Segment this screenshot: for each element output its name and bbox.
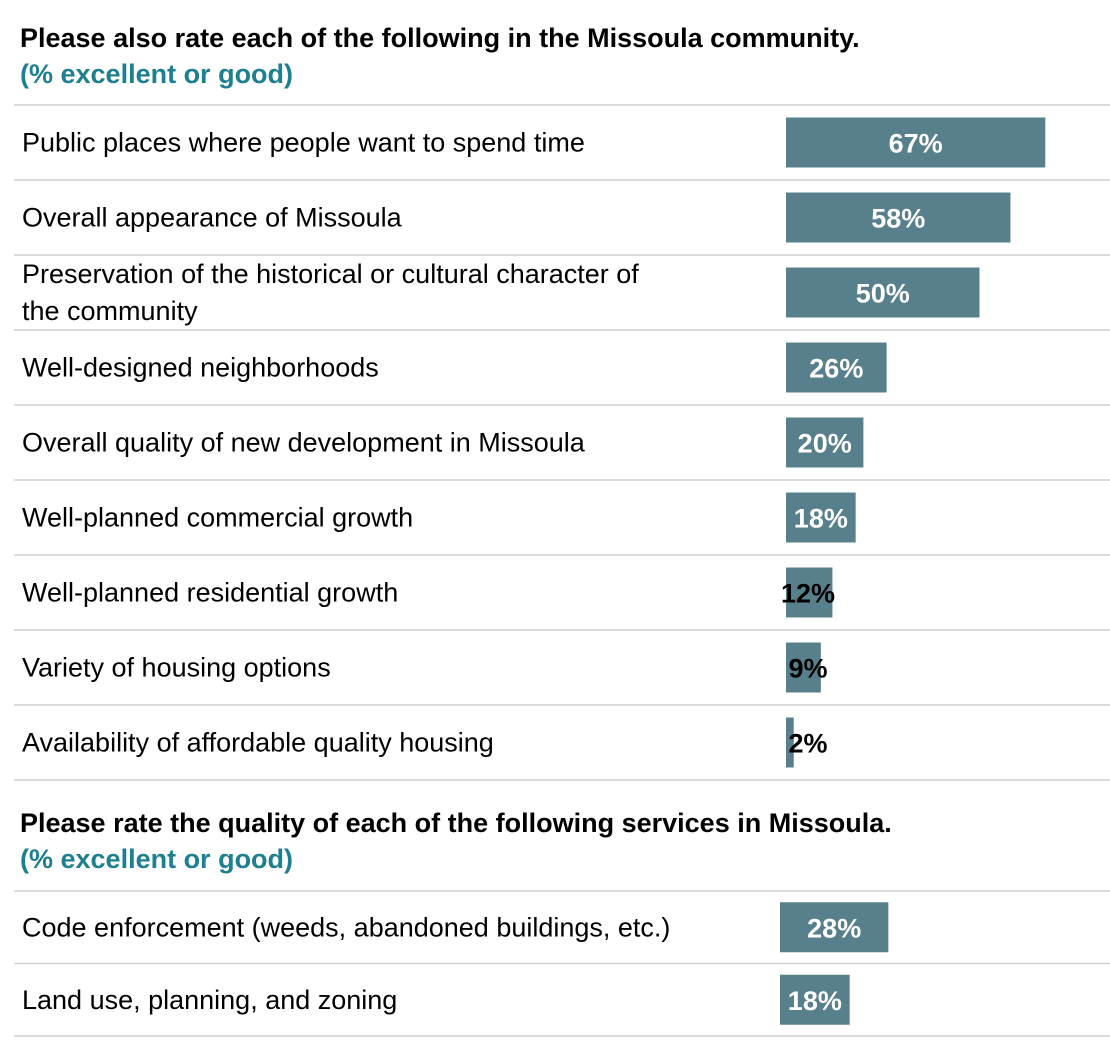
category-label: Public places where people want to spend… <box>22 128 585 158</box>
category-label: Land use, planning, and zoning <box>22 985 397 1015</box>
chart2-title: Please rate the quality of each of the f… <box>20 808 892 838</box>
category-label: Variety of housing options <box>22 653 331 683</box>
bar <box>786 567 833 618</box>
bar <box>786 192 1011 243</box>
bar <box>786 342 887 393</box>
bar-value-label: 58% <box>871 204 925 234</box>
bar <box>786 717 794 768</box>
category-label: Code enforcement (weeds, abandoned build… <box>22 912 670 942</box>
bar <box>786 642 821 693</box>
category-label: Overall quality of new development in Mi… <box>22 428 586 458</box>
category-label: Overall appearance of Missoula <box>22 203 403 233</box>
category-label: the community <box>22 296 198 326</box>
chart2-subtitle: (% excellent or good) <box>20 844 294 874</box>
bar <box>786 267 980 318</box>
bar-value-label: 18% <box>794 504 848 534</box>
bar <box>780 974 850 1025</box>
bar-value-label: 26% <box>809 354 863 384</box>
chart1-title: Please also rate each of the following i… <box>20 23 860 53</box>
bar-value-label: 2% <box>788 729 827 759</box>
bar-value-label: 12% <box>781 579 835 609</box>
bar <box>780 902 889 953</box>
bar <box>786 417 864 468</box>
bar <box>786 117 1046 168</box>
category-label: Well-planned commercial growth <box>22 503 413 533</box>
bar-value-label: 18% <box>788 986 842 1016</box>
category-label: Well-planned residential growth <box>22 578 398 608</box>
bar-value-label: 50% <box>856 279 910 309</box>
bar-value-label: 9% <box>788 654 827 684</box>
bar-value-label: 20% <box>798 429 852 459</box>
bar <box>786 492 856 543</box>
bar-value-label: 28% <box>807 913 861 943</box>
category-label: Preservation of the historical or cultur… <box>22 259 639 289</box>
category-label: Availability of affordable quality housi… <box>22 728 494 758</box>
bar-value-label: 67% <box>889 129 943 159</box>
category-label: Well-designed neighborhoods <box>22 353 379 383</box>
chart1-subtitle: (% excellent or good) <box>20 59 294 89</box>
